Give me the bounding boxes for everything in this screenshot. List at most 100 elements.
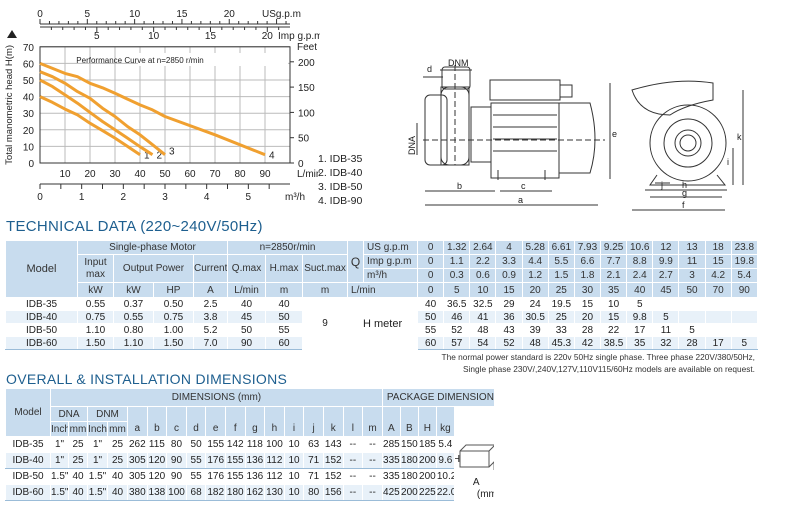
flow-value: 4.2 [704,268,732,283]
dim-value: 130 [264,484,285,501]
head-value: 50 [417,310,445,324]
q-header: Q [347,240,365,283]
head-value: 36.5 [443,297,471,311]
dim-label-g: g [682,188,687,198]
dim-value: 112 [264,468,285,485]
output-power-header: Output Power [113,254,194,283]
flow-value: 5 [443,282,471,298]
dim-value: 71 [303,468,324,485]
dim-value: 155 [224,452,246,469]
head-value [730,323,758,337]
dim-label-f: f [682,200,685,210]
dim-value: 63 [303,436,324,453]
table-row: IDB-35 0.55 0.37 0.50 2.5 40 40 9 H meter 40 36.5 3… [5,297,758,350]
dim-value: 10 [283,468,305,485]
dim-value: 136 [244,452,266,469]
m3h-tick-label: 1 [79,192,85,203]
head-value: 15 [600,310,628,324]
head-value: 33 [547,323,575,337]
head-value: 42 [573,336,602,350]
suct-header: Suct.max [302,254,349,283]
series-label: 1 [144,151,150,162]
dim-col-header: j [303,406,324,437]
table-row: IDB-50 1.5" 40 1.5" 40 305 120 90 55 176 155 136 112… [5,468,495,485]
dim-value: 152 [322,468,344,485]
dna-header: DNA [50,406,88,422]
cell-model: IDB-35 [5,436,51,453]
dim-value: 55 [185,452,207,469]
flow-unit-label: m³/h [363,268,419,283]
flow-value: 13 [678,240,706,255]
x-axis-label: L/min [297,169,320,180]
flow-value: 19.8 [730,254,758,269]
impgpm-axis-label: Imp g.p.m. [278,31,320,42]
y-tick-label: 30 [23,109,35,120]
pkg-value: 180 [399,452,419,469]
m3h-tick-label: 2 [121,192,127,203]
cell-h: 55 [265,323,304,337]
head-value [730,310,758,324]
pkg-value: 285 [381,436,401,453]
pkg-value: 200 [417,468,437,485]
flow-value: 45 [652,282,680,298]
chart-title: Performance Curve at n=2850 r/min [76,56,203,65]
head-value: 22 [600,323,628,337]
flow-value: 0.6 [469,268,497,283]
flow-value: 50 [678,282,706,298]
legend-item: 2. IDB-40 [318,167,363,179]
flow-value: 1.5 [547,268,575,283]
unit-header: Inch [50,421,69,437]
x-tick-label: 90 [259,169,271,180]
flow-value: 6.6 [573,254,602,269]
dim-value: 380 [127,484,148,501]
cell-hp: 0.75 [153,310,194,324]
feet-tick-label: 200 [298,58,315,69]
dim-value: 180 [224,484,246,501]
unit-header: L/min [227,282,267,298]
flow-value: 3 [678,268,706,283]
y-tick-label: 70 [23,43,35,54]
cell-h: 50 [265,310,304,324]
pkg-value: 185 [417,436,437,453]
impgpm-tick-label: 5 [94,31,100,42]
x-tick-label: 20 [84,169,96,180]
dim-value: 305 [127,468,148,485]
suct-value: 9 [302,297,349,350]
head-value: 57 [443,336,471,350]
current-header: Current [192,254,229,283]
dim-value: -- [362,452,383,469]
dim-value: -- [342,468,364,485]
y-tick-label: 40 [23,93,35,104]
pkg-value: 9.6 [435,452,455,469]
dim-value: 68 [185,484,207,501]
cell-dnm_mm: 25 [107,436,128,453]
flow-value: 5.28 [521,240,549,255]
feet-tick-label: 50 [298,134,310,145]
title-background [138,53,288,66]
dim-value: 100 [264,436,285,453]
dim-col-header: g [244,406,266,437]
box-label-a: A [472,477,480,488]
dim-value: 10 [283,452,305,469]
dimensions-title: OVERALL & INSTALLATION DIMENSIONS [6,371,288,387]
dim-value: 80 [303,484,324,501]
head-value: 48 [521,336,549,350]
usgpm-tick-label: 0 [37,9,43,20]
pump-front-view [631,80,744,211]
cell-model: IDB-60 [5,336,78,350]
unit-header: HP [153,282,194,298]
dim-label-h: h [682,180,687,190]
qmax-header: Q.max [227,254,267,283]
flow-value: 15 [704,254,732,269]
head-value: 19.5 [547,297,575,311]
dimensions-header: DIMENSIONS (mm) [50,388,383,407]
cell-hp: 1.00 [153,323,194,337]
legend-item: 3. IDB-50 [318,181,363,193]
flow-value: 70 [704,282,732,298]
flow-value: 23.8 [730,240,758,255]
flow-value: 35 [600,282,628,298]
head-value: 17 [704,336,732,350]
pump-dimension-drawings: d DNM DNA b c a e j h g f i k [407,58,744,211]
dim-col-header: e [205,406,226,437]
unit-header: kW [113,282,154,298]
